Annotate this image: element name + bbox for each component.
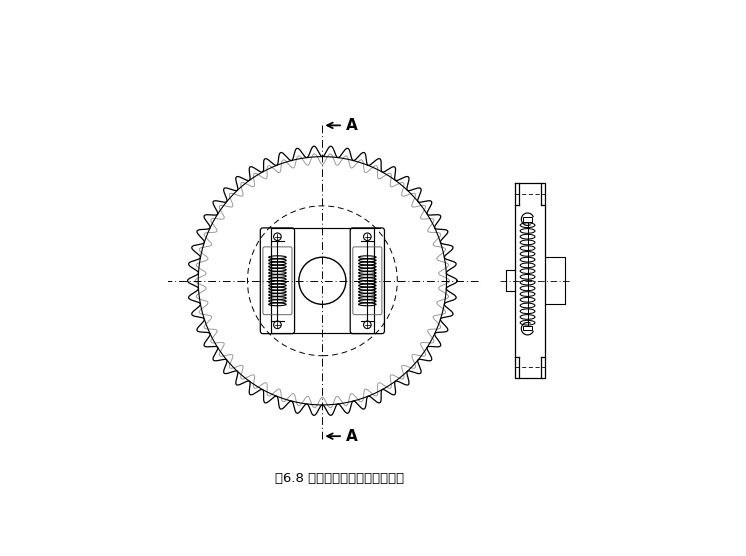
Bar [523, 217, 533, 222]
Bar [523, 326, 533, 330]
Text: A: A [346, 118, 357, 133]
Text: 图6.8 剪形夹齿轮（盘簧使用例）: 图6.8 剪形夹齿轮（盘簧使用例） [275, 473, 404, 485]
Text: A: A [346, 429, 357, 444]
